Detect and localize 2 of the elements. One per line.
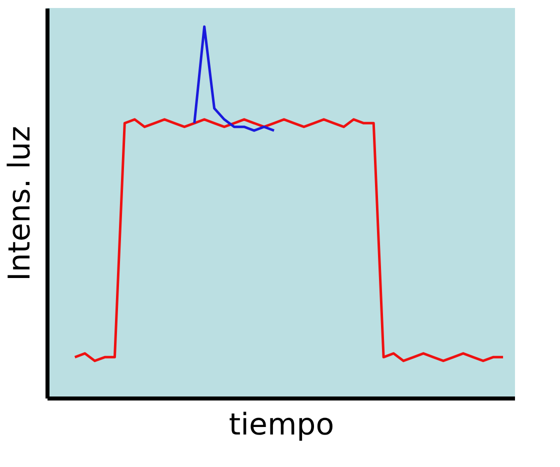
x-axis-title: tiempo — [228, 408, 334, 442]
y-axis-title: Intens. luz — [2, 126, 38, 281]
